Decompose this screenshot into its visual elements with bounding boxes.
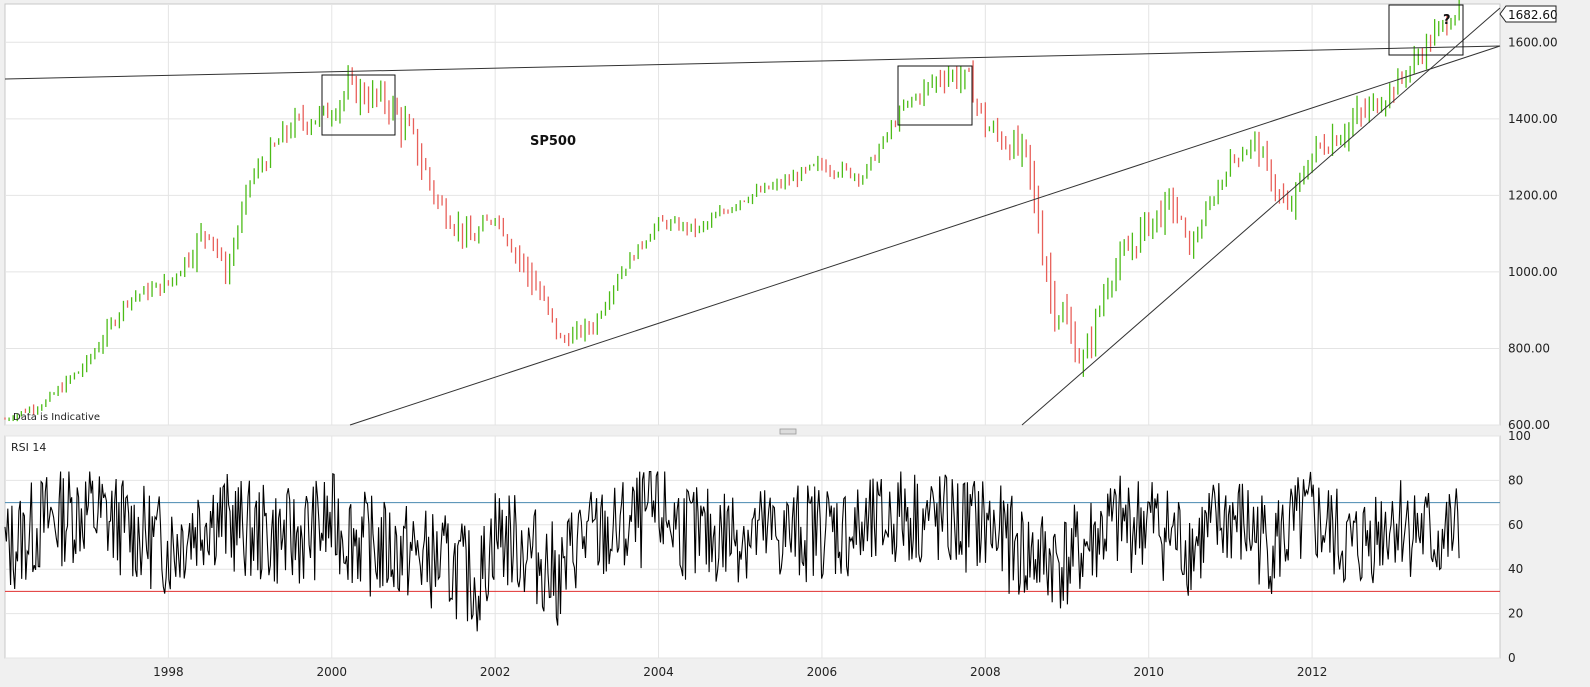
x-tick-label: 2002 [480, 665, 511, 679]
rsi-panel-background [4, 435, 1501, 659]
last-price-label: 1682.60 [1508, 8, 1558, 22]
box-2013-top [1388, 4, 1464, 56]
chart-title: SP500 [530, 134, 576, 149]
price-y-tick-label: 1600.00 [1508, 35, 1558, 49]
data-indicative-note: Data is Indicative [13, 412, 100, 423]
box-2000-top [321, 74, 396, 136]
trendline-top-resistance [4, 45, 1501, 80]
rsi-y-tick-label: 100 [1508, 429, 1531, 443]
rsi-y-tick-label: 40 [1508, 562, 1523, 576]
box-2007-top [897, 65, 973, 126]
price-bars [4, 0, 1460, 422]
last-price-marker: 1682.60 [1499, 5, 1558, 23]
rsi-y-tick-label: 0 [1508, 651, 1516, 665]
x-axis: 1998 2000 2002 2004 2006 2008 2010 2012 [153, 665, 1327, 679]
trendlines [4, 7, 1501, 426]
rsi-y-axis: 100 80 60 40 20 0 [1508, 429, 1531, 665]
price-y-tick-label: 1400.00 [1508, 112, 1558, 126]
price-y-tick-label: 1200.00 [1508, 188, 1558, 202]
rsi-y-tick-label: 20 [1508, 607, 1523, 621]
price-y-tick-label: 800.00 [1508, 341, 1550, 355]
price-y-tick-label: 600.00 [1508, 418, 1550, 432]
x-tick-label: 2008 [970, 665, 1001, 679]
price-y-tick-label: 1000.00 [1508, 265, 1558, 279]
x-tick-label: 2004 [643, 665, 674, 679]
x-tick-label: 2012 [1297, 665, 1328, 679]
x-tick-label: 1998 [153, 665, 184, 679]
rsi-title: RSI 14 [11, 441, 46, 454]
x-tick-label: 2006 [807, 665, 838, 679]
price-panel-background [4, 3, 1501, 426]
x-tick-label: 2010 [1133, 665, 1164, 679]
x-tick-label: 2000 [317, 665, 348, 679]
annotation-boxes [321, 4, 1464, 136]
trendline-2009-support [1021, 7, 1501, 426]
rsi-y-tick-label: 80 [1508, 473, 1523, 487]
panel-resize-handle[interactable] [779, 428, 797, 435]
rsi-reference-lines [5, 502, 1500, 592]
rsi-line [4, 470, 1460, 632]
rsi-y-tick-label: 60 [1508, 518, 1523, 532]
trendline-long-support [349, 45, 1501, 426]
question-annotation: ? [1443, 13, 1451, 28]
price-y-axis: 1600.00 1400.00 1200.00 1000.00 800.00 600.00 [1508, 35, 1558, 432]
rsi-grid [5, 435, 1500, 659]
